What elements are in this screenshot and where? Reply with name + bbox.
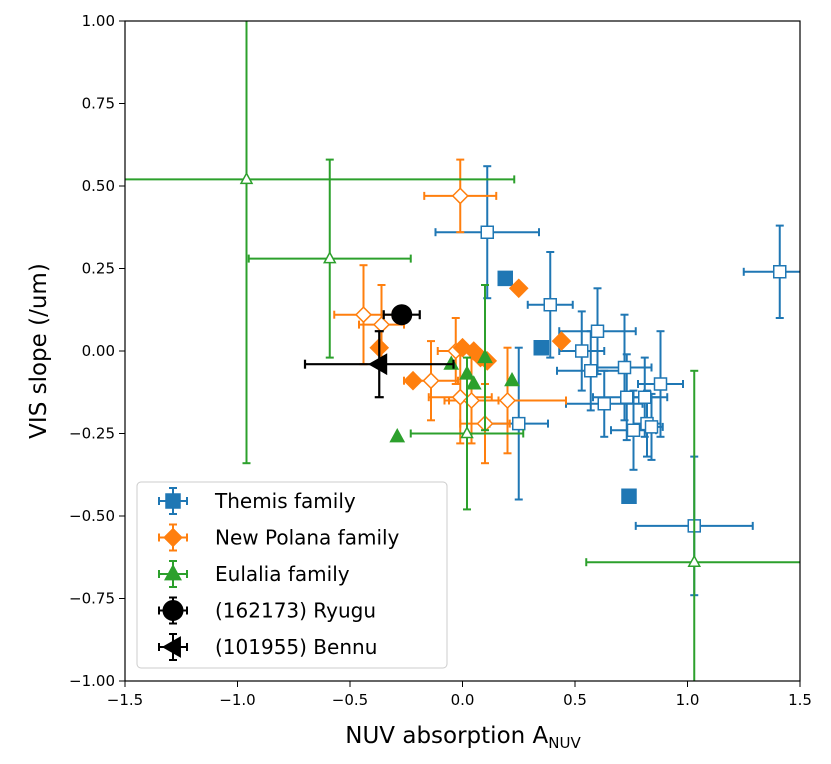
y-tick-label: 1.00 (82, 12, 115, 30)
legend-entry: (162173) Ryugu (158, 596, 376, 625)
data-point (533, 339, 549, 356)
x-tick-label: 0.0 (451, 691, 475, 709)
data-point (590, 324, 605, 338)
data-point (551, 331, 572, 351)
data-point (597, 397, 611, 411)
data-point (322, 251, 337, 264)
y-tick-label: −1.00 (69, 672, 115, 690)
data-point (644, 420, 659, 434)
x-tick-label: 0.5 (563, 691, 587, 709)
data-point (451, 187, 469, 205)
data-point (389, 428, 406, 443)
legend-label: (101955) Bennu (215, 635, 377, 659)
data-point (638, 390, 652, 404)
legend-entry: Eulalia family (158, 560, 350, 588)
data-point (460, 425, 474, 439)
x-tick-label: −0.5 (332, 691, 368, 709)
data-point (498, 391, 517, 410)
y-axis-label: VIS slope (/um) (26, 263, 52, 439)
legend-marker (161, 636, 181, 658)
legend-label: (162173) Ryugu (215, 599, 376, 623)
data-point (497, 270, 513, 287)
data-point (477, 348, 493, 364)
series-101955-bennu (303, 330, 455, 399)
data-point (459, 365, 475, 380)
y-tick-label: −0.75 (69, 590, 115, 608)
series-themis-family (434, 165, 800, 597)
data-point (354, 306, 373, 324)
data-point (575, 344, 589, 358)
data-point (653, 377, 668, 391)
series-eulalia-family (125, 21, 800, 681)
y-tick-label: −0.50 (69, 507, 115, 525)
x-tick-label: 1.5 (788, 691, 812, 709)
legend-frame (136, 481, 448, 669)
data-point (621, 488, 637, 504)
data-point (368, 353, 388, 376)
data-point (687, 554, 702, 567)
y-tick-label: 0.25 (82, 260, 115, 278)
data-point (422, 372, 440, 390)
data-point (543, 298, 557, 312)
x-axis-label: NUV absorption ANUV (345, 723, 581, 752)
series-162173-ryugu (382, 304, 421, 326)
legend-entry: (101955) Bennu (158, 633, 377, 661)
data-point (512, 416, 526, 431)
legend-marker (162, 600, 184, 621)
x-tick-label: −1.0 (219, 691, 255, 709)
data-point (620, 390, 634, 404)
axis-ticks: −1.5 −1.0 −0.5 0.0 0.5 1.0 1.5 −1.00 −0.75 −0.50 −… (69, 12, 812, 709)
legend-label: Eulalia family (215, 562, 350, 586)
x-tick-label: −1.5 (107, 691, 143, 709)
data-point (465, 375, 482, 390)
data-point (504, 371, 520, 387)
legend-marker (164, 564, 182, 581)
legend-label: Themis family (214, 489, 356, 513)
y-tick-label: 0.00 (82, 342, 115, 360)
data-point (239, 171, 254, 185)
data-point (391, 304, 413, 326)
data-point (626, 423, 641, 437)
data-point (617, 360, 632, 375)
data-point (480, 225, 494, 239)
legend: Themis family New Polana family Eulalia fa… (136, 481, 448, 669)
data-point (403, 370, 423, 391)
data-point (773, 265, 787, 279)
legend-entry: Themis family (158, 487, 356, 515)
legend-entry: New Polana family (158, 523, 400, 552)
y-tick-label: 0.75 (82, 95, 115, 113)
data-point (372, 316, 391, 334)
y-tick-label: 0.50 (82, 177, 115, 195)
data-point (508, 278, 529, 299)
plot-area (125, 21, 800, 681)
series-new-polana-family (333, 158, 572, 465)
y-tick-label: −0.25 (69, 425, 115, 443)
legend-marker (165, 493, 181, 509)
data-point (584, 364, 598, 378)
x-tick-label: 1.0 (676, 691, 700, 709)
legend-marker (163, 527, 183, 548)
legend-label: New Polana family (215, 526, 400, 550)
